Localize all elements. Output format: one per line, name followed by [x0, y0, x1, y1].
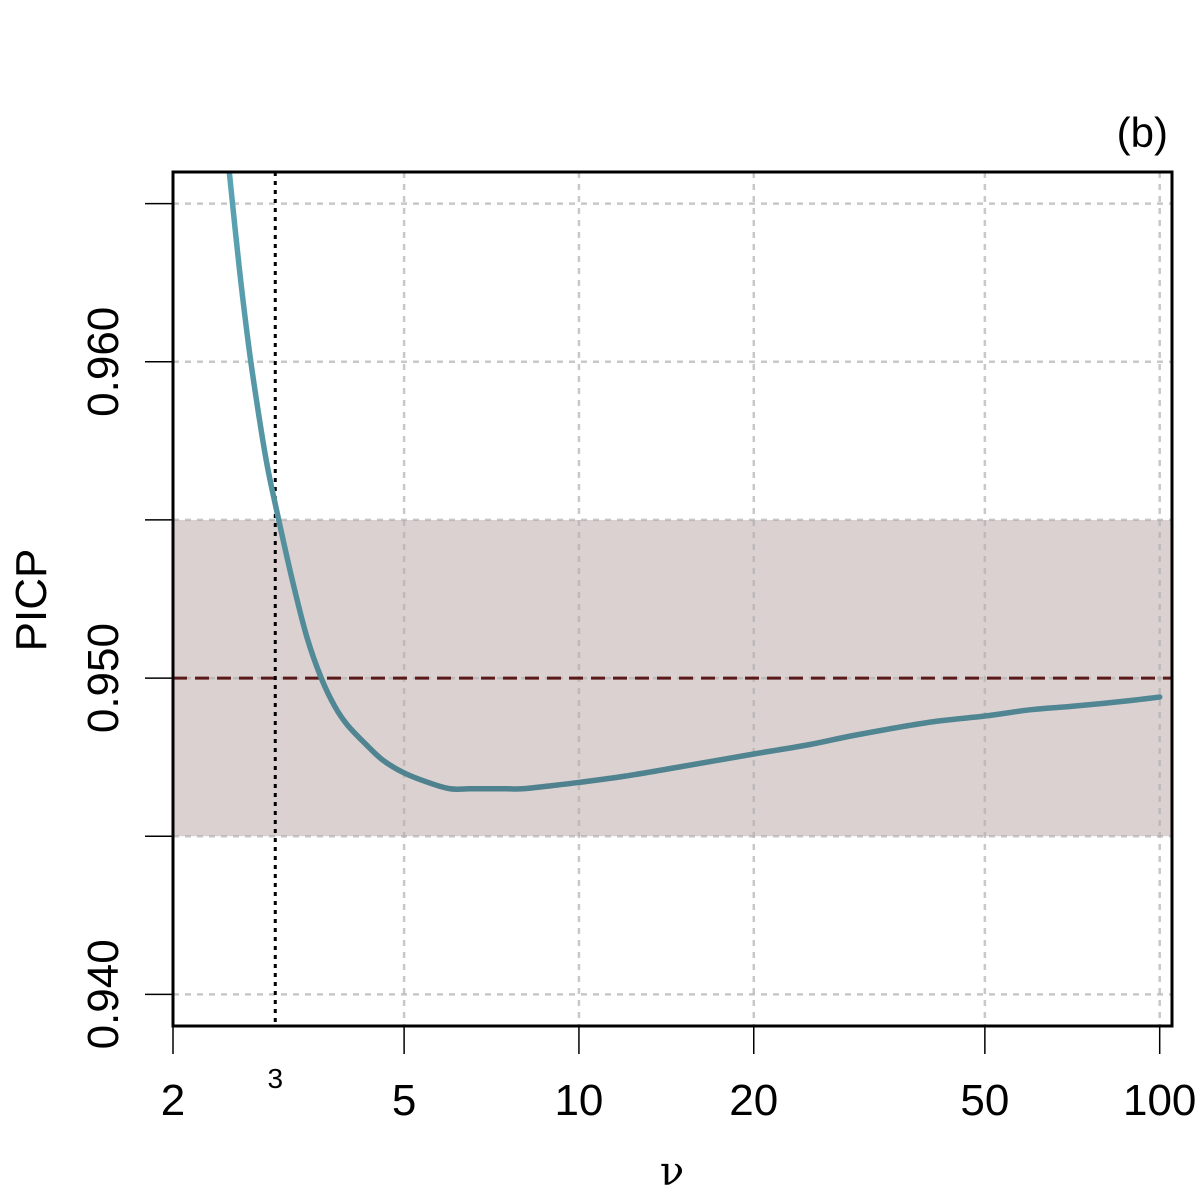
y-axis-title: PICP — [7, 549, 56, 652]
plot-frame — [171, 170, 1174, 1028]
y-tick-label: 0.960 — [79, 307, 128, 417]
x-tick-label: 2 — [161, 1076, 185, 1125]
x-tick-label: 10 — [554, 1076, 603, 1125]
x-tick-label: 100 — [1123, 1076, 1196, 1125]
panel-label: (b) — [1117, 109, 1168, 156]
picp-curve — [226, 172, 1163, 792]
x-tick-label: 5 — [392, 1076, 416, 1125]
axes: 2 5 10 20 50 100 3 0.940 0.950 0.960 — [79, 202, 1196, 1125]
y-tick-label: 0.940 — [79, 939, 128, 1049]
x-tick-label: 20 — [729, 1076, 778, 1125]
plot-area — [173, 172, 1172, 1026]
x-extra-tick-label: 3 — [267, 1063, 283, 1094]
x-axis-title: ν — [660, 1149, 684, 1195]
y-tick-label: 0.950 — [79, 623, 128, 733]
plot-clip-group — [173, 172, 1172, 1026]
x-tick-label: 50 — [960, 1076, 1009, 1125]
